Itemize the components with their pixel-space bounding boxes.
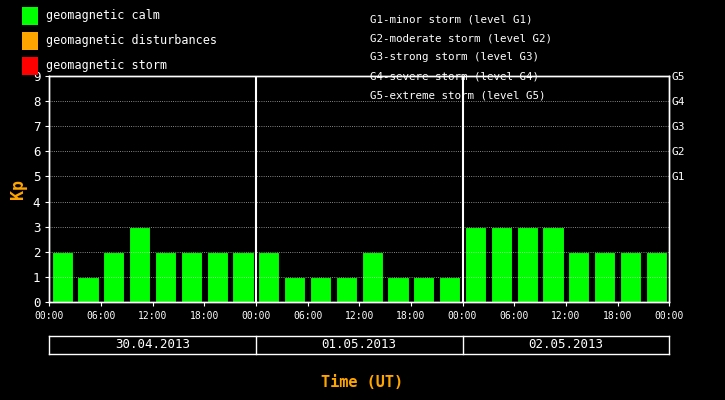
Text: geomagnetic calm: geomagnetic calm	[46, 10, 160, 22]
Bar	[542, 227, 563, 302]
Bar	[284, 277, 305, 302]
Bar	[310, 277, 331, 302]
Text: geomagnetic disturbances: geomagnetic disturbances	[46, 34, 218, 47]
Bar	[336, 277, 357, 302]
Bar	[362, 252, 383, 302]
Bar	[568, 252, 589, 302]
Text: G2-moderate storm (level G2): G2-moderate storm (level G2)	[370, 33, 552, 43]
Bar	[181, 252, 202, 302]
Bar	[103, 252, 125, 302]
Bar	[465, 227, 486, 302]
Bar	[620, 252, 641, 302]
Bar	[413, 277, 434, 302]
Bar	[78, 277, 99, 302]
Bar	[51, 252, 72, 302]
Text: geomagnetic storm: geomagnetic storm	[46, 59, 167, 72]
Bar	[155, 252, 176, 302]
Text: G4-severe storm (level G4): G4-severe storm (level G4)	[370, 72, 539, 82]
Bar	[207, 252, 228, 302]
Bar	[258, 252, 279, 302]
Bar	[387, 277, 409, 302]
Text: G5-extreme storm (level G5): G5-extreme storm (level G5)	[370, 91, 545, 101]
Text: G3-strong storm (level G3): G3-strong storm (level G3)	[370, 52, 539, 62]
Bar	[439, 277, 460, 302]
Bar	[594, 252, 616, 302]
Bar	[646, 252, 667, 302]
Bar	[491, 227, 512, 302]
Bar	[129, 227, 150, 302]
Text: 30.04.2013: 30.04.2013	[115, 338, 190, 352]
Bar	[516, 227, 538, 302]
Y-axis label: Kp: Kp	[9, 179, 28, 199]
Text: 02.05.2013: 02.05.2013	[529, 338, 603, 352]
Text: G1-minor storm (level G1): G1-minor storm (level G1)	[370, 14, 532, 24]
Text: 01.05.2013: 01.05.2013	[322, 338, 397, 352]
Text: Time (UT): Time (UT)	[321, 375, 404, 390]
Bar	[233, 252, 254, 302]
